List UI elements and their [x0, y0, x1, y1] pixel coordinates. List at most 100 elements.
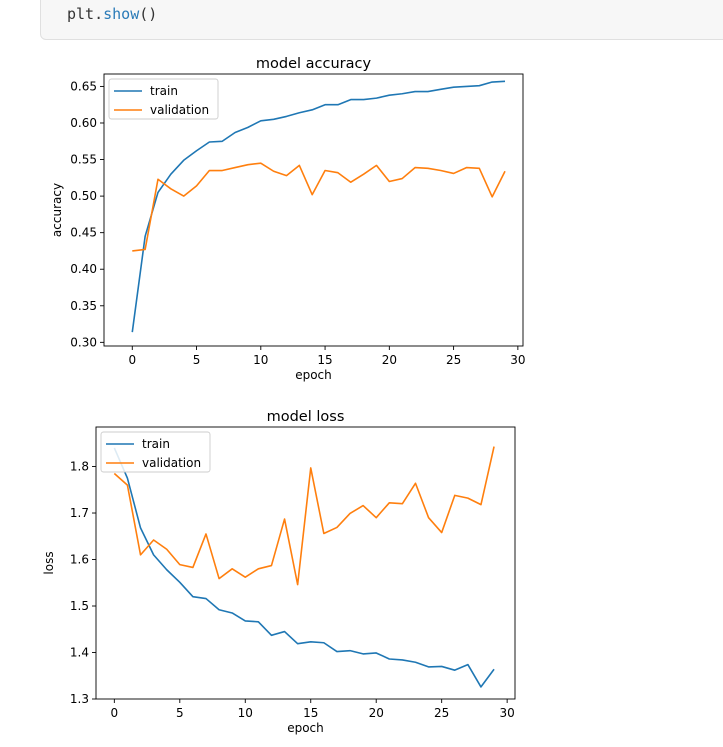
- loss-chart: model loss 0 5 10 15 20 25 30 1.3 1.4 1.5 1.6 1.7 1.8…: [42, 409, 516, 735]
- data-point-validation: [467, 497, 469, 499]
- data-point-train: [336, 651, 338, 653]
- data-point-train: [323, 642, 325, 644]
- data-point-validation: [153, 539, 155, 541]
- data-point-validation: [402, 503, 404, 505]
- data-point-validation: [192, 567, 194, 569]
- y-tick-label: 0.40: [70, 262, 97, 276]
- y-axis-label: accuracy: [50, 183, 64, 237]
- data-point-validation: [140, 554, 142, 556]
- code-cell[interactable]: plt.show(): [40, 0, 723, 40]
- x-tick-label: 15: [317, 353, 332, 367]
- data-point-train: [218, 609, 220, 611]
- x-tick-label: 5: [193, 353, 201, 367]
- data-point-train: [467, 664, 469, 666]
- data-point-train: [271, 635, 273, 637]
- data-point-train: [454, 669, 456, 671]
- y-tick-label: 0.35: [70, 299, 97, 313]
- code-line: plt.show(): [67, 5, 157, 23]
- data-point-train: [389, 658, 391, 660]
- data-point-validation: [218, 578, 220, 580]
- data-point-validation: [114, 473, 116, 475]
- data-point-train: [205, 598, 207, 600]
- data-point-validation: [284, 518, 286, 520]
- data-point-train: [349, 650, 351, 652]
- y-tick-label: 1.4: [70, 646, 89, 660]
- data-point-validation: [480, 504, 482, 506]
- code-object: plt: [67, 5, 95, 23]
- data-point-validation: [441, 532, 443, 534]
- x-tick-label: 25: [434, 706, 449, 720]
- x-tick-label: 15: [303, 706, 318, 720]
- data-point-validation: [179, 564, 181, 566]
- series-line-train: [131, 80, 506, 333]
- x-tick-label: 10: [253, 353, 268, 367]
- data-point-validation: [428, 517, 430, 519]
- y-axis-label: loss: [42, 551, 56, 574]
- data-point-validation: [362, 505, 364, 507]
- legend-box: [108, 78, 219, 120]
- y-tick-label: 1.5: [70, 599, 89, 613]
- data-point-train: [166, 569, 168, 571]
- x-tick-label: 0: [111, 706, 119, 720]
- data-point-validation: [271, 565, 273, 567]
- data-point-train: [297, 643, 299, 645]
- legend-label-validation: validation: [150, 103, 209, 117]
- data-point-validation: [454, 495, 456, 497]
- data-point-validation: [415, 482, 417, 484]
- data-point-validation: [244, 576, 246, 578]
- data-point-validation: [205, 533, 207, 535]
- y-tick-label: 0.65: [70, 79, 97, 93]
- code-method: show: [103, 5, 140, 23]
- data-point-train: [231, 612, 233, 614]
- y-tick-label: 0.55: [70, 153, 97, 167]
- y-tick-label: 1.8: [70, 460, 89, 474]
- x-tick-label: 30: [510, 353, 525, 367]
- accuracy-chart: model accuracy 0 5 10 15 20 25 30 0.30 0.35 0.40 0.…: [50, 56, 525, 382]
- data-point-train: [258, 621, 260, 623]
- x-axis-label: epoch: [295, 368, 332, 382]
- data-point-train: [402, 659, 404, 661]
- x-tick-label: 30: [500, 706, 515, 720]
- data-point-train: [493, 668, 495, 670]
- data-point-train: [140, 527, 142, 529]
- legend-label-train: train: [150, 84, 178, 98]
- data-point-validation: [258, 568, 260, 570]
- data-point-validation: [323, 533, 325, 535]
- data-point-train: [244, 620, 246, 622]
- data-point-train: [127, 477, 129, 479]
- x-axis-label: epoch: [287, 721, 324, 735]
- data-point-train: [428, 666, 430, 668]
- y-tick-label: 1.7: [70, 506, 89, 520]
- x-tick-label: 10: [238, 706, 253, 720]
- data-point-validation: [231, 568, 233, 570]
- code-dot: .: [94, 5, 104, 23]
- data-point-train: [192, 596, 194, 598]
- data-point-train: [362, 653, 364, 655]
- y-tick-label: 0.45: [70, 226, 97, 240]
- data-point-validation: [297, 584, 299, 586]
- data-point-validation: [336, 527, 338, 529]
- series-line-train: [113, 447, 495, 688]
- y-tick-label: 0.50: [70, 189, 97, 203]
- data-point-train: [310, 641, 312, 643]
- data-point-validation: [127, 484, 129, 486]
- output-area: model accuracy 0 5 10 15 20 25 30 0.30 0.35 0.40 0.…: [0, 40, 723, 747]
- y-tick-label: 1.6: [70, 553, 89, 567]
- y-tick-label: 1.3: [70, 692, 89, 706]
- data-point-validation: [166, 548, 168, 550]
- x-tick-label: 0: [128, 353, 136, 367]
- data-point-train: [480, 686, 482, 688]
- legend-box: [100, 431, 211, 473]
- data-point-validation: [389, 502, 391, 504]
- x-tick-label: 25: [446, 353, 461, 367]
- y-tick-label: 0.30: [70, 335, 97, 349]
- legend-label-validation: validation: [142, 456, 201, 470]
- x-tick-label: 20: [382, 353, 397, 367]
- y-tick-label: 0.60: [70, 116, 97, 130]
- code-parens: (): [139, 5, 158, 23]
- series-line-validation: [113, 446, 495, 586]
- data-point-train: [179, 581, 181, 583]
- chart-title: model accuracy: [256, 56, 372, 72]
- chart-title: model loss: [267, 409, 345, 425]
- data-point-validation: [349, 513, 351, 515]
